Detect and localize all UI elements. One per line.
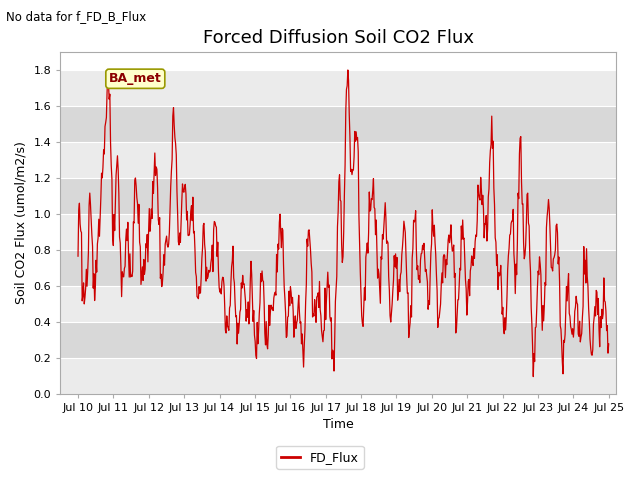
X-axis label: Time: Time — [323, 419, 353, 432]
Bar — [60, 358, 616, 394]
Bar — [60, 106, 616, 142]
Bar — [60, 214, 616, 250]
Bar — [60, 250, 616, 286]
Bar — [60, 178, 616, 214]
Bar — [60, 286, 616, 322]
Title: Forced Diffusion Soil CO2 Flux: Forced Diffusion Soil CO2 Flux — [202, 29, 474, 48]
Legend: FD_Flux: FD_Flux — [276, 446, 364, 469]
Bar — [60, 142, 616, 178]
Y-axis label: Soil CO2 Flux (umol/m2/s): Soil CO2 Flux (umol/m2/s) — [15, 141, 28, 304]
Bar — [60, 322, 616, 358]
Text: No data for f_FD_B_Flux: No data for f_FD_B_Flux — [6, 10, 147, 23]
Text: BA_met: BA_met — [109, 72, 162, 85]
Bar — [60, 70, 616, 106]
